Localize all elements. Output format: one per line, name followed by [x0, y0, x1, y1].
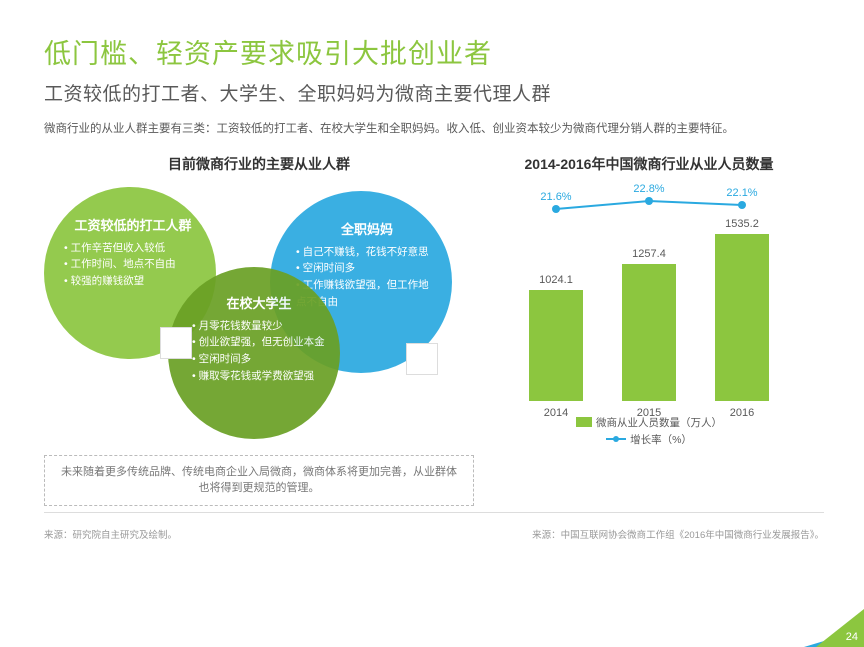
source-left: 来源：研究院自主研究及绘制。: [44, 527, 177, 541]
bar-line-chart: 1024.120141257.420151535.22016 微商从业人员数量（…: [494, 187, 804, 447]
venn-list-item: 空闲时间多: [296, 260, 438, 277]
page-number: 24: [846, 631, 858, 643]
venn-list-item: 较强的赚钱欲望: [64, 273, 202, 290]
bar-value-label: 1257.4: [632, 248, 666, 260]
line-value-label: 22.1%: [726, 187, 757, 199]
legend-swatch-bar: [576, 417, 592, 427]
chart-legend: 微商从业人员数量（万人） 增长率（%）: [494, 415, 804, 447]
bar: 1024.1: [529, 290, 583, 401]
venn-list-item: 工作时间、地点不自由: [64, 256, 202, 273]
page-subtitle: 工资较低的打工者、大学生、全职妈妈为微商主要代理人群: [44, 79, 820, 106]
venn-list-item: 创业欲望强，但无创业本金: [192, 334, 326, 351]
venn-circle-title: 在校大学生: [192, 293, 326, 312]
venn-circle-students: 在校大学生月零花钱数量较少创业欲望强，但无创业本金空闲时间多赚取零花钱或学费欲望…: [168, 267, 340, 439]
line-value-label: 22.8%: [633, 183, 664, 195]
venn-whitebox: [160, 327, 192, 359]
bar-value-label: 1024.1: [539, 274, 573, 286]
venn-title: 目前微商行业的主要从业人群: [44, 154, 474, 175]
bar: 1535.2: [715, 234, 769, 400]
bar-value-label: 1535.2: [725, 218, 759, 230]
bar: 1257.4: [622, 264, 676, 400]
venn-list-item: 自己不赚钱，花钱不好意思: [296, 244, 438, 261]
source-right: 来源：中国互联网协会微商工作组《2016年中国微商行业发展报告》。: [532, 527, 824, 541]
venn-circle-title: 全职妈妈: [296, 219, 438, 238]
legend-swatch-line: [606, 438, 626, 440]
footnote-box: 未来随着更多传统品牌、传统电商企业入局微商，微商体系将更加完善，从业群体也将得到…: [44, 455, 474, 506]
legend-bar-label: 微商从业人员数量（万人）: [596, 415, 722, 430]
venn-whitebox: [406, 343, 438, 375]
venn-circle-title: 工资较低的打工人群: [64, 215, 202, 234]
venn-list-item: 赚取零花钱或学费欲望强: [192, 368, 326, 385]
legend-line-label: 增长率（%）: [630, 432, 692, 447]
venn-diagram: 工资较低的打工人群工作辛苦但收入较低工作时间、地点不自由较强的赚钱欲望全职妈妈自…: [44, 187, 474, 447]
venn-circle-list: 工作辛苦但收入较低工作时间、地点不自由较强的赚钱欲望: [64, 240, 202, 290]
venn-list-item: 月零花钱数量较少: [192, 318, 326, 335]
venn-list-item: 空闲时间多: [192, 351, 326, 368]
line-value-label: 21.6%: [540, 191, 571, 203]
venn-list-item: 工作辛苦但收入较低: [64, 240, 202, 257]
barchart-title: 2014-2016年中国微商行业从业人员数量: [494, 154, 804, 175]
page-title: 低门槛、轻资产要求吸引大批创业者: [44, 32, 820, 71]
venn-circle-list: 月零花钱数量较少创业欲望强，但无创业本金空闲时间多赚取零花钱或学费欲望强: [192, 318, 326, 385]
body-paragraph: 微商行业的从业人群主要有三类：工资较低的打工者、在校大学生和全职妈妈。收入低、创…: [44, 120, 820, 140]
